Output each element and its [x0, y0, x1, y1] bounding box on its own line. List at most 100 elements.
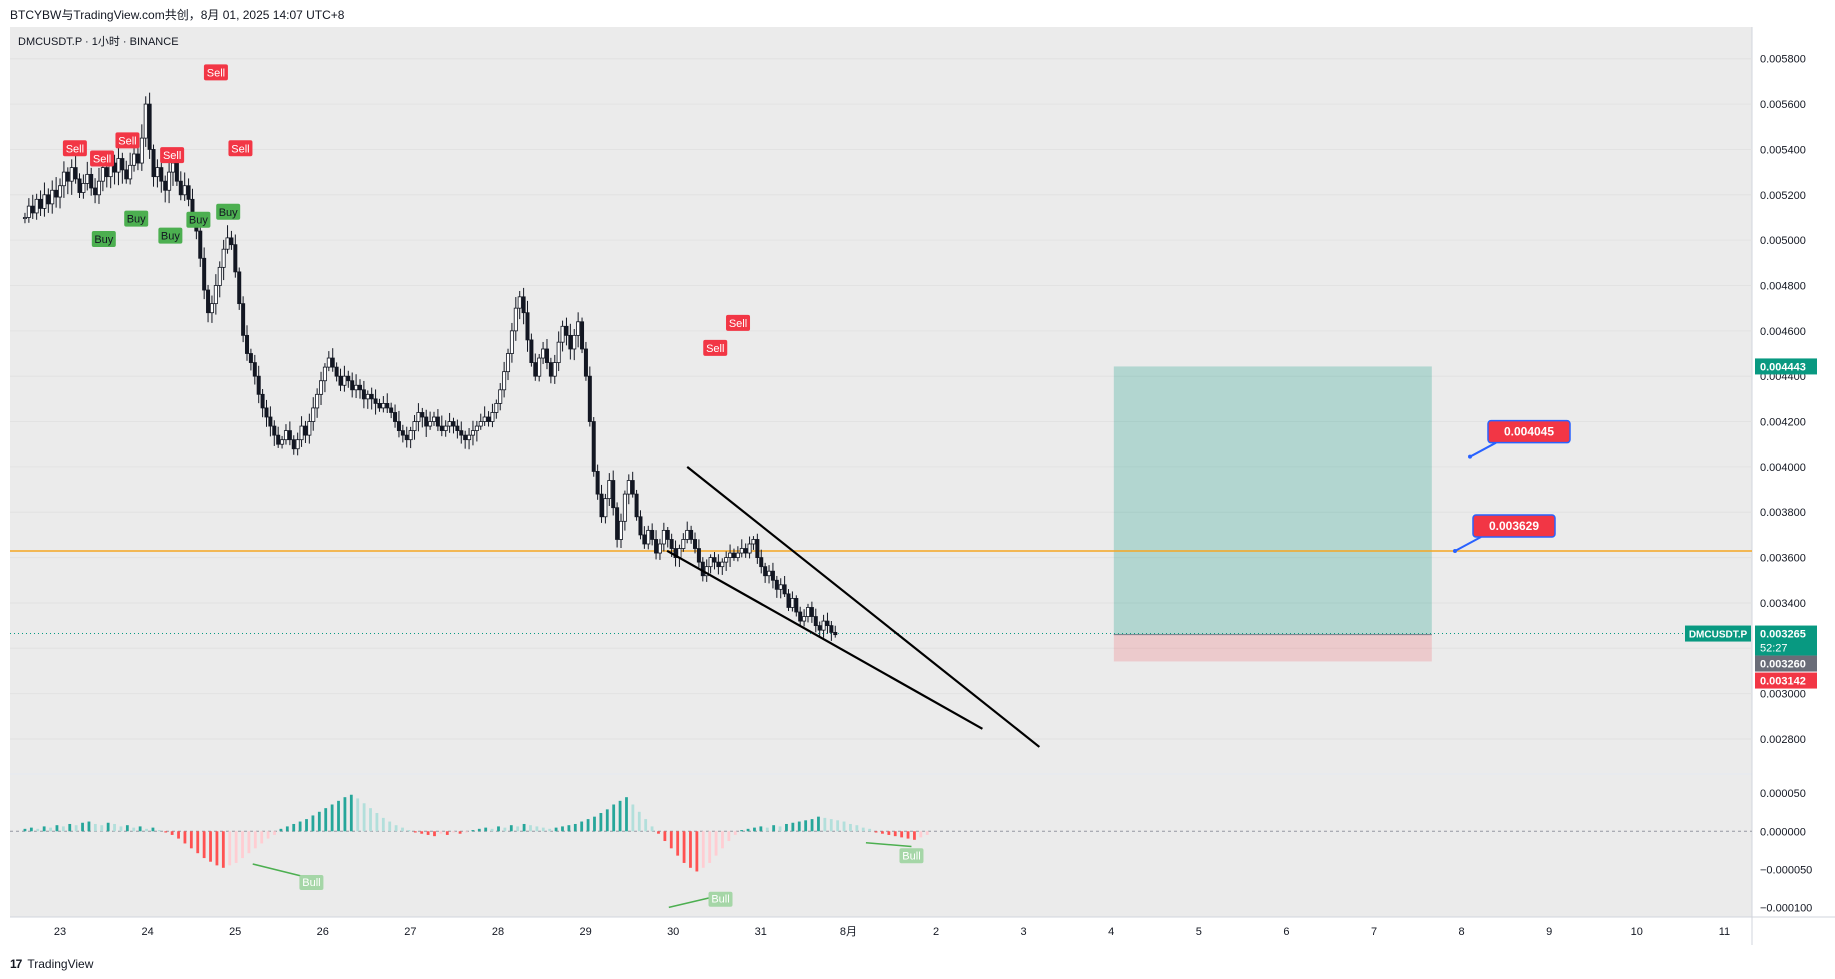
candle [576, 321, 581, 336]
callout-text: 0.004045 [1504, 425, 1554, 439]
candle [607, 480, 612, 500]
histogram-bar [650, 826, 654, 832]
candle [685, 529, 690, 540]
histogram-bar [349, 794, 353, 832]
histogram-bar [132, 827, 136, 832]
grid [10, 58, 1752, 832]
symbol-tag: DMCUSDT.P [1689, 630, 1748, 641]
histogram-bar [817, 816, 820, 832]
candle [751, 539, 756, 545]
sell-signal-text: Sell [163, 150, 181, 162]
main-plot-bg [10, 27, 1752, 773]
candle [311, 407, 316, 422]
histogram-bar [657, 831, 660, 834]
horizontal-line[interactable] [10, 550, 1752, 635]
bull-label: Bull [711, 894, 729, 906]
candle [61, 171, 66, 187]
candle [342, 375, 347, 386]
symbol-tag-bg [1685, 625, 1751, 642]
candle [89, 173, 94, 189]
candle [424, 416, 429, 427]
buy-signal-text: Buy [94, 234, 113, 246]
candle [428, 421, 433, 427]
candle [283, 430, 288, 441]
sell-signal-badge [703, 339, 728, 356]
trendlines[interactable] [666, 466, 1041, 748]
candle [268, 416, 273, 427]
candle [26, 205, 31, 218]
histogram-bar [279, 828, 283, 832]
histogram-bar [625, 797, 628, 832]
histogram-bar [477, 828, 481, 832]
histogram-bar [644, 819, 648, 832]
candle [252, 362, 257, 377]
time-tick-label: 25 [229, 926, 241, 938]
position-tool[interactable] [1113, 366, 1432, 662]
candle [474, 425, 479, 432]
time-tick-label: 26 [317, 926, 329, 938]
candle [720, 561, 725, 568]
buy-signal-badge [186, 211, 211, 228]
candle [163, 180, 168, 191]
trendline [686, 466, 1041, 748]
candle [591, 421, 596, 472]
histogram-bar [913, 831, 916, 840]
candle [805, 607, 810, 617]
candle [459, 430, 464, 436]
candle [439, 425, 444, 432]
candle [225, 237, 230, 250]
histogram-bar [145, 828, 148, 832]
callouts[interactable]: 0.004045 0.003629 [1453, 419, 1571, 554]
candle [58, 185, 63, 198]
histogram-bar [541, 827, 545, 832]
price-tick-label: 0.004000 [1760, 462, 1806, 474]
candle [572, 334, 577, 350]
histogram-bar [663, 831, 667, 842]
histogram-bar [317, 811, 321, 832]
candle [346, 375, 351, 382]
osc-tick-label: 0.000050 [1760, 788, 1806, 800]
candle [770, 570, 775, 581]
candle [564, 325, 569, 336]
price-tick-label: 0.004600 [1760, 326, 1806, 338]
candle [634, 493, 639, 518]
callout-box [1472, 514, 1556, 538]
candle [657, 543, 662, 554]
histogram-bar [157, 830, 161, 832]
histogram-bar [490, 828, 494, 832]
histogram-bar [138, 826, 142, 832]
footer[interactable]: 17 TradingView [10, 955, 93, 973]
sell-signal-badge [160, 147, 185, 164]
histogram-bar [695, 831, 699, 872]
histogram-bar [567, 825, 571, 832]
histogram-bar [586, 819, 590, 832]
candle [299, 425, 304, 441]
histogram-bar [81, 822, 84, 832]
candle [552, 362, 557, 377]
histogram-bar [253, 831, 257, 849]
time-axis[interactable]: 23 24 25 26 27 28 29 30 31 8月 2 3 4 5 6 7 8 9 10 11 [54, 926, 1730, 938]
candle [256, 375, 261, 395]
candle [151, 149, 156, 178]
candle [689, 529, 694, 540]
price-axis[interactable]: 0.005800 0.005600 0.005400 0.005200 0.005000… [1685, 54, 1817, 915]
candle [396, 421, 401, 432]
histogram-bar [68, 823, 72, 832]
candle [350, 380, 355, 391]
price-tick-label: 0.005600 [1760, 99, 1806, 111]
candle [544, 348, 549, 363]
histogram-bar [407, 830, 411, 832]
candle [96, 180, 101, 196]
candle [178, 180, 183, 196]
candle [241, 303, 246, 336]
histogram-bar [689, 831, 692, 868]
candle [385, 403, 390, 409]
divergence-line [865, 841, 912, 848]
candle [490, 412, 495, 422]
histogram-bar [452, 831, 456, 833]
histogram-bar [612, 804, 616, 832]
price-chart[interactable]: Sell Sell Sell Sell Sell Sell Sell Sell Buy Buy Bu… [0, 0, 1835, 950]
histogram-bar [273, 831, 276, 835]
candle [541, 348, 546, 359]
candle [517, 296, 522, 309]
